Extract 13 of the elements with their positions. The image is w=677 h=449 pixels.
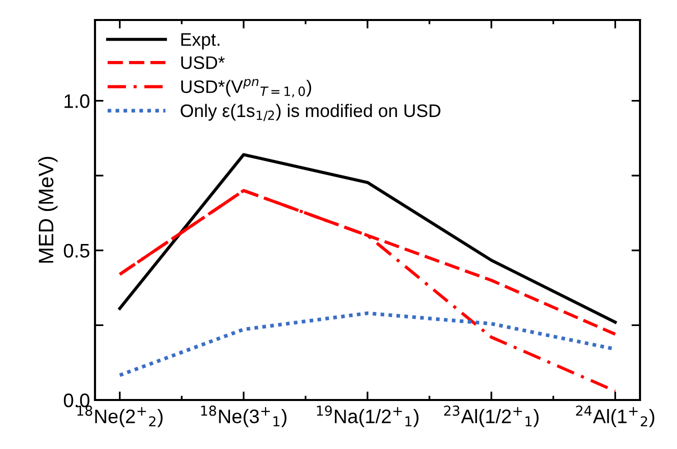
x-tick-label: $^{19}$Na(1/2$^{+}$$_{1}$) (316, 406, 418, 428)
x-tick-label: $^{24}$Al(1$^{+}$$_{2}$) (576, 406, 654, 428)
legend-label: Only ε(1s$_{1/2}$) is modified on USD (180, 104, 440, 122)
y-tick-label: 0.0 (64, 393, 90, 408)
legend-label: USD*(V$^{pn}$$_{T=1,0}$) (181, 78, 312, 98)
y-axis-title: MED (MeV) (38, 156, 58, 263)
legend-label: USD* (181, 56, 225, 70)
x-tick-label: $^{18}$Ne(2$^{+}$$_{2}$) (77, 406, 163, 428)
legend-label: Expt. (181, 33, 220, 50)
x-tick-label: $^{18}$Ne(3$^{+}$$_{1}$) (201, 406, 286, 428)
y-tick-label: 1.0 (64, 94, 90, 108)
x-tick-label: $^{23}$Al(1/2$^{+}$$_{1}$) (444, 406, 539, 428)
y-tick-label: 0.5 (64, 244, 90, 258)
